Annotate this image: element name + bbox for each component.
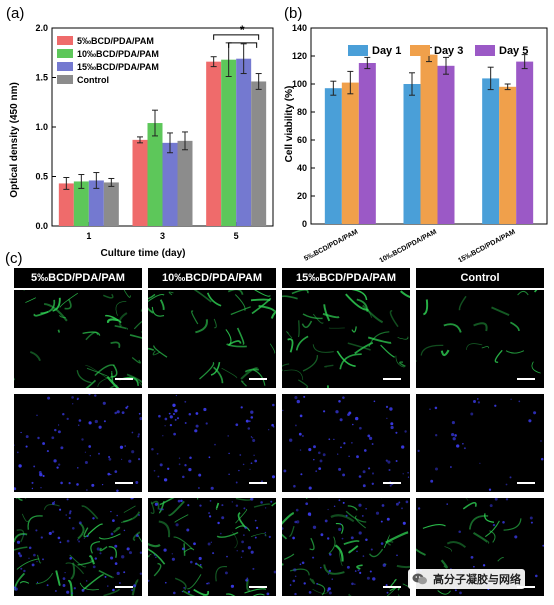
y-axis-title-b: Cell viability (%)	[284, 86, 295, 163]
bar	[324, 88, 342, 224]
x-tick-label: 10‰BCD/PDA/PAM	[378, 229, 438, 262]
y-tick-label: 120	[292, 51, 307, 61]
scale-bar	[249, 482, 267, 484]
bar	[358, 63, 376, 224]
micrograph-green	[416, 290, 544, 388]
column-header: 15‰BCD/PDA/PAM	[282, 268, 410, 288]
legend-swatch	[57, 75, 73, 84]
bar	[236, 58, 252, 226]
caption-text	[0, 594, 554, 605]
scale-bar	[249, 378, 267, 380]
y-tick-label: 1.5	[35, 73, 48, 83]
micrograph-merged	[148, 498, 276, 596]
micrograph-green	[14, 290, 142, 388]
column-header: 5‰BCD/PDA/PAM	[14, 268, 142, 288]
micrograph-blue	[14, 394, 142, 492]
y-tick-label: 2.0	[35, 23, 48, 33]
y-tick-label: 0	[302, 219, 307, 229]
watermark: 高分子凝胶与网络	[408, 569, 525, 589]
bar	[58, 183, 74, 226]
scale-bar	[115, 586, 133, 588]
legend-label: 10‰BCD/PDA/PAM	[77, 49, 159, 59]
panel-label-b: (b)	[284, 5, 302, 22]
micrograph-green	[148, 290, 276, 388]
x-tick-label: 5	[234, 231, 239, 241]
y-tick-label: 20	[297, 191, 307, 201]
column-header: 10‰BCD/PDA/PAM	[148, 268, 276, 288]
micrograph-green	[282, 290, 410, 388]
watermark-text: 高分子凝胶与网络	[433, 573, 521, 586]
bar	[341, 82, 359, 224]
x-tick-label: 5‰BCD/PDA/PAM	[303, 229, 359, 262]
scale-bar	[115, 378, 133, 380]
legend-label: Day 5	[499, 45, 528, 57]
legend-swatch	[475, 45, 495, 56]
y-tick-label: 60	[297, 135, 307, 145]
bar	[482, 78, 500, 225]
bar	[516, 61, 534, 224]
legend-swatch	[57, 49, 73, 58]
bar	[206, 61, 222, 226]
significance-bracket	[213, 34, 260, 40]
legend-swatch	[348, 45, 368, 56]
legend-label: Day 1	[372, 45, 401, 57]
scale-bar	[383, 482, 401, 484]
legend-swatch	[57, 62, 73, 71]
micrograph-blue	[416, 394, 544, 492]
x-axis-title-a: Culture time (day)	[100, 248, 185, 259]
y-tick-label: 0.0	[35, 221, 48, 231]
scale-bar	[517, 378, 535, 380]
micrograph-merged	[14, 498, 142, 596]
micrograph-blue	[282, 394, 410, 492]
legend-swatch	[410, 45, 430, 56]
bar	[403, 84, 421, 224]
panel-label-c: (c)	[5, 250, 23, 267]
bar	[499, 86, 517, 224]
significance-star: *	[240, 23, 245, 37]
legend-label: Day 3	[434, 45, 463, 57]
column-header: Control	[416, 268, 544, 288]
y-tick-label: 1.0	[35, 122, 48, 132]
chart-a: (a) 0.0 0.5 1.0 1.5 2.0 1 3 5 * 5‰BCD/PDA/PAM 10‰B…	[6, 5, 274, 259]
bar	[73, 181, 89, 226]
scale-bar	[383, 586, 401, 588]
bar	[162, 142, 178, 226]
wechat-icon	[412, 573, 427, 585]
scale-bar	[383, 378, 401, 380]
plot-area-b: 0 20 40 60 80 100 120 140 5‰BCD/PDA/PAM 10‰BCD/PD…	[292, 23, 548, 262]
bar	[437, 65, 455, 224]
legend-label: 5‰BCD/PDA/PAM	[77, 36, 154, 46]
bar	[132, 139, 148, 226]
bar	[177, 140, 193, 226]
bar	[147, 123, 163, 226]
scale-bar	[249, 586, 267, 588]
bar	[221, 59, 237, 227]
y-tick-label: 80	[297, 107, 307, 117]
legend-label: 15‰BCD/PDA/PAM	[77, 62, 159, 72]
y-tick-label: 140	[292, 23, 307, 33]
plot-area-a: 0.0 0.5 1.0 1.5 2.0 1 3 5 * 5‰BCD/PDA/PAM 10‰BCD/P…	[35, 23, 274, 241]
y-axis-title-a: Optical density (450 nm)	[9, 82, 20, 198]
x-tick-label: 3	[160, 231, 165, 241]
panel-label-a: (a)	[6, 5, 24, 22]
micrograph-blue	[148, 394, 276, 492]
bar	[420, 54, 438, 224]
x-tick-label: 1	[86, 231, 91, 241]
bar	[88, 180, 104, 226]
chart-b: (b) 0 20 40 60 80 100 120 140 5‰BCD/PDA/PAM 10‰BC…	[284, 5, 548, 262]
bar	[251, 81, 267, 227]
bar	[103, 182, 119, 226]
y-tick-label: 100	[292, 79, 307, 89]
y-tick-label: 0.5	[35, 172, 48, 182]
significance-bracket	[228, 42, 258, 48]
x-tick-label: 15‰BCD/PDA/PAM	[457, 229, 517, 262]
scale-bar	[517, 586, 535, 588]
scale-bar	[115, 482, 133, 484]
legend-label: Control	[77, 75, 109, 85]
y-tick-label: 40	[297, 163, 307, 173]
micrograph-merged	[282, 498, 410, 596]
scale-bar	[517, 482, 535, 484]
legend-swatch	[57, 36, 73, 45]
